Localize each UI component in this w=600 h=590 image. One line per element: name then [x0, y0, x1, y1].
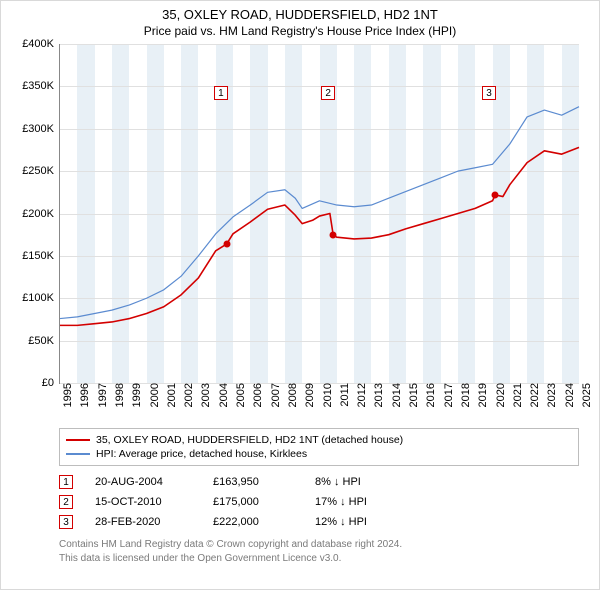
sale-point-1 — [223, 241, 230, 248]
attribution-line: This data is licensed under the Open Gov… — [59, 552, 579, 566]
x-tick-label: 2021 — [510, 383, 524, 407]
x-tick-label: 2010 — [320, 383, 334, 407]
sale-date: 15-OCT-2010 — [95, 496, 191, 508]
x-tick-label: 2018 — [458, 383, 472, 407]
sale-marker: 2 — [59, 495, 73, 509]
x-tick-label: 2004 — [216, 383, 230, 407]
x-tick-label: 2003 — [198, 383, 212, 407]
x-tick-label: 2025 — [579, 383, 593, 407]
x-tick-label: 2022 — [527, 383, 541, 407]
sale-row: 1 20-AUG-2004 £163,950 8% ↓ HPI — [59, 472, 579, 492]
x-tick-label: 2024 — [562, 383, 576, 407]
x-tick-label: 1998 — [112, 383, 126, 407]
y-tick-label: £0 — [42, 377, 60, 389]
chart-subtitle: Price paid vs. HM Land Registry's House … — [1, 24, 599, 38]
y-tick-label: £300K — [22, 123, 60, 135]
series-price_paid — [60, 147, 579, 325]
x-tick-label: 2019 — [475, 383, 489, 407]
x-tick-label: 2011 — [337, 383, 351, 407]
x-tick-label: 2007 — [268, 383, 282, 407]
attribution: Contains HM Land Registry data © Crown c… — [59, 538, 579, 565]
x-tick-label: 2012 — [354, 383, 368, 407]
sale-pct: 8% ↓ HPI — [315, 476, 415, 488]
sale-row: 2 15-OCT-2010 £175,000 17% ↓ HPI — [59, 492, 579, 512]
x-tick-label: 2005 — [233, 383, 247, 407]
y-tick-label: £50K — [28, 335, 60, 347]
x-tick-label: 1999 — [129, 383, 143, 407]
x-tick-label: 1995 — [60, 383, 74, 407]
y-tick-label: £100K — [22, 292, 60, 304]
x-tick-label: 2015 — [406, 383, 420, 407]
sale-row: 3 28-FEB-2020 £222,000 12% ↓ HPI — [59, 512, 579, 532]
legend-item: 35, OXLEY ROAD, HUDDERSFIELD, HD2 1NT (d… — [66, 433, 572, 447]
legend-swatch — [66, 439, 90, 441]
x-tick-label: 1996 — [77, 383, 91, 407]
legend-item: HPI: Average price, detached house, Kirk… — [66, 447, 572, 461]
legend-label: 35, OXLEY ROAD, HUDDERSFIELD, HD2 1NT (d… — [96, 434, 403, 446]
x-tick-label: 2013 — [371, 383, 385, 407]
x-tick-label: 2016 — [423, 383, 437, 407]
sales-table: 1 20-AUG-2004 £163,950 8% ↓ HPI 2 15-OCT-2010… — [59, 472, 579, 532]
x-tick-label: 2014 — [389, 383, 403, 407]
x-tick-label: 2008 — [285, 383, 299, 407]
sale-point-3 — [492, 191, 499, 198]
sale-marker: 3 — [59, 515, 73, 529]
marker-box-1: 1 — [214, 86, 228, 100]
x-tick-label: 2009 — [302, 383, 316, 407]
sale-price: £163,950 — [213, 476, 293, 488]
y-tick-label: £200K — [22, 208, 60, 220]
sale-price: £175,000 — [213, 496, 293, 508]
y-tick-label: £400K — [22, 38, 60, 50]
x-tick-label: 2017 — [441, 383, 455, 407]
chart-container: 35, OXLEY ROAD, HUDDERSFIELD, HD2 1NT Pr… — [0, 0, 600, 590]
chart-plot-area: £0£50K£100K£150K£200K£250K£300K£350K£400… — [59, 44, 579, 384]
legend-label: HPI: Average price, detached house, Kirk… — [96, 448, 307, 460]
x-tick-label: 2000 — [147, 383, 161, 407]
y-tick-label: £250K — [22, 165, 60, 177]
x-tick-label: 2023 — [544, 383, 558, 407]
legend: 35, OXLEY ROAD, HUDDERSFIELD, HD2 1NT (d… — [59, 428, 579, 466]
chart-title: 35, OXLEY ROAD, HUDDERSFIELD, HD2 1NT — [1, 7, 599, 22]
y-tick-label: £350K — [22, 80, 60, 92]
sale-date: 28-FEB-2020 — [95, 516, 191, 528]
sale-point-2 — [330, 231, 337, 238]
legend-swatch — [66, 453, 90, 455]
sale-pct: 17% ↓ HPI — [315, 496, 415, 508]
x-tick-label: 2002 — [181, 383, 195, 407]
chart-svg — [60, 44, 579, 383]
series-hpi — [60, 107, 579, 319]
sale-marker: 1 — [59, 475, 73, 489]
x-tick-label: 2001 — [164, 383, 178, 407]
marker-box-2: 2 — [321, 86, 335, 100]
y-tick-label: £150K — [22, 250, 60, 262]
sale-pct: 12% ↓ HPI — [315, 516, 415, 528]
sale-date: 20-AUG-2004 — [95, 476, 191, 488]
x-tick-label: 2020 — [493, 383, 507, 407]
marker-box-3: 3 — [482, 86, 496, 100]
x-tick-label: 1997 — [95, 383, 109, 407]
x-tick-label: 2006 — [250, 383, 264, 407]
sale-price: £222,000 — [213, 516, 293, 528]
attribution-line: Contains HM Land Registry data © Crown c… — [59, 538, 579, 552]
